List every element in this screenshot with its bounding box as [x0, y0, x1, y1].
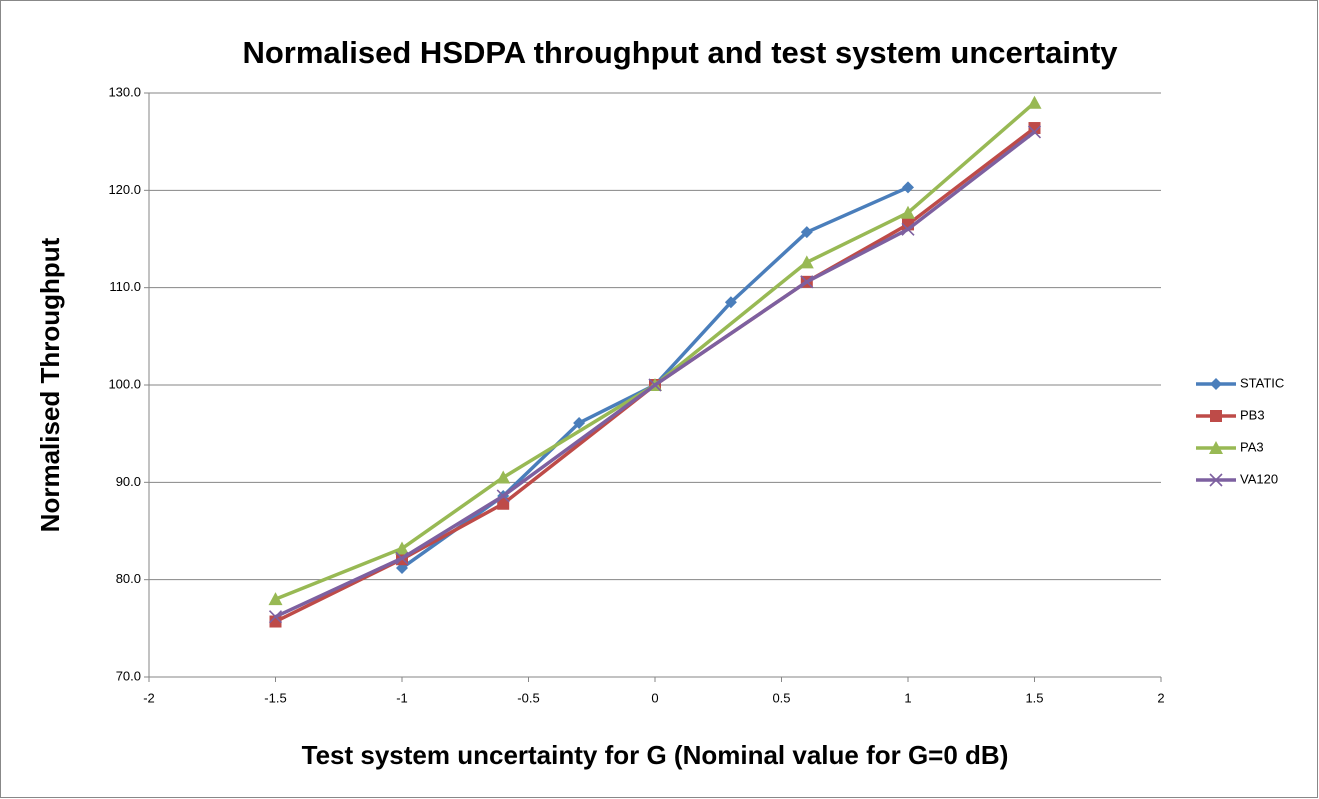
- marker: [268, 610, 283, 624]
- y-tick-label: 80.0: [116, 571, 141, 586]
- legend-label: VA120: [1240, 471, 1278, 486]
- marker: [497, 497, 510, 510]
- legend-label: STATIC: [1240, 375, 1284, 390]
- x-tick-label: -2: [143, 690, 155, 705]
- y-tick-label: 70.0: [116, 668, 141, 683]
- x-tick-label: 0: [651, 690, 658, 705]
- marker: [1028, 122, 1041, 135]
- marker: [1210, 410, 1222, 422]
- marker: [901, 222, 915, 236]
- marker: [902, 181, 914, 194]
- marker: [395, 551, 409, 565]
- marker: [1209, 473, 1223, 487]
- marker: [799, 255, 814, 269]
- y-tick-label: 130.0: [108, 84, 141, 99]
- y-tick-label: 90.0: [116, 474, 141, 489]
- y-tick-label: 110.0: [109, 279, 141, 294]
- x-tick-label: 0.5: [772, 690, 790, 705]
- marker: [1027, 125, 1042, 139]
- marker: [901, 205, 915, 219]
- marker: [1209, 441, 1223, 454]
- x-tick-label: -1.5: [264, 690, 286, 705]
- marker: [268, 592, 283, 606]
- marker: [724, 296, 737, 309]
- marker: [395, 541, 409, 555]
- x-tick-label: 2: [1157, 690, 1164, 705]
- x-tick-label: -0.5: [517, 690, 539, 705]
- x-tick-label: 1.5: [1025, 690, 1043, 705]
- marker: [496, 489, 510, 503]
- marker: [1210, 378, 1222, 390]
- marker: [269, 615, 282, 628]
- chart-title: Normalised HSDPA throughput and test sys…: [242, 35, 1118, 70]
- x-tick-label: 1: [904, 690, 911, 705]
- marker: [648, 378, 662, 392]
- legend-label: PB3: [1240, 407, 1265, 422]
- legend-label: PA3: [1240, 439, 1264, 454]
- marker: [496, 470, 511, 484]
- x-tick-label: -1: [396, 690, 408, 705]
- y-tick-label: 120.0: [108, 182, 141, 197]
- marker: [800, 226, 813, 239]
- x-axis-label: Test system uncertainty for G (Nominal v…: [302, 740, 1009, 770]
- y-tick-label: 100.0: [108, 376, 141, 391]
- marker: [1027, 95, 1042, 109]
- marker: [573, 416, 586, 429]
- y-axis-label: Normalised Throughput: [35, 237, 65, 532]
- marker: [800, 275, 814, 289]
